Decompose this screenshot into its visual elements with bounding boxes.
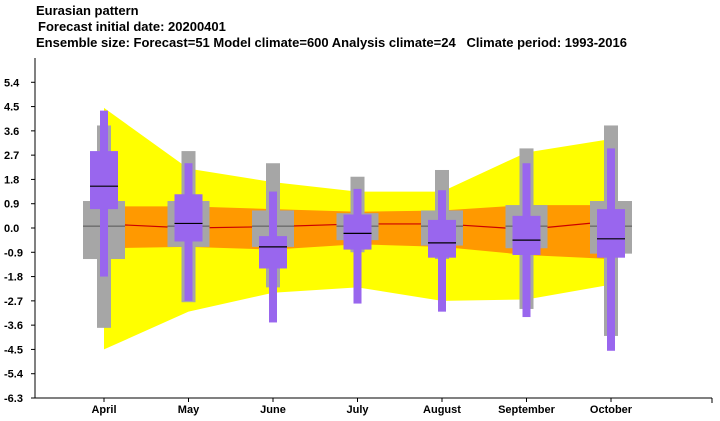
forecast-box bbox=[597, 209, 625, 258]
x-tick-label: May bbox=[178, 404, 200, 416]
forecast-box bbox=[174, 194, 203, 242]
y-tick-label: 0.0 bbox=[4, 223, 19, 235]
y-tick-label: -5.4 bbox=[4, 369, 24, 381]
y-tick-label: 1.8 bbox=[4, 174, 19, 186]
chart-title: Eurasian pattern bbox=[36, 3, 139, 18]
ensemble-info-line: Ensemble size: Forecast=51 Model climate… bbox=[36, 35, 627, 50]
forecast-box bbox=[90, 151, 118, 210]
forecast-date-line: Forecast initial date: 20200401 bbox=[38, 19, 226, 34]
y-tick-label: -3.6 bbox=[4, 320, 23, 332]
box-plots bbox=[83, 110, 632, 351]
y-tick-label: 2.7 bbox=[4, 150, 19, 162]
x-tick-label: April bbox=[91, 404, 116, 416]
x-tick-label: June bbox=[260, 404, 286, 416]
forecast-box bbox=[512, 215, 541, 255]
y-tick-label: -0.9 bbox=[4, 247, 23, 259]
forecast-box bbox=[343, 214, 372, 250]
x-tick-label: August bbox=[423, 404, 461, 416]
y-tick-label: 4.5 bbox=[4, 102, 19, 114]
x-tick-label: October bbox=[590, 404, 633, 416]
y-tick-label: 5.4 bbox=[4, 77, 20, 89]
y-tick-label: 0.9 bbox=[4, 199, 19, 211]
y-tick-label: -1.8 bbox=[4, 272, 23, 284]
forecast-box bbox=[428, 219, 456, 258]
forecast-box bbox=[259, 236, 287, 269]
y-tick-label: 3.6 bbox=[4, 126, 19, 138]
y-tick-label: -6.3 bbox=[4, 393, 23, 405]
x-tick-label: September bbox=[498, 404, 556, 416]
axes: April May June July August September October 5.… bbox=[4, 58, 713, 416]
y-tick-label: -4.5 bbox=[4, 344, 23, 356]
y-tick-label: -2.7 bbox=[4, 296, 23, 308]
x-tick-label: July bbox=[346, 404, 369, 416]
